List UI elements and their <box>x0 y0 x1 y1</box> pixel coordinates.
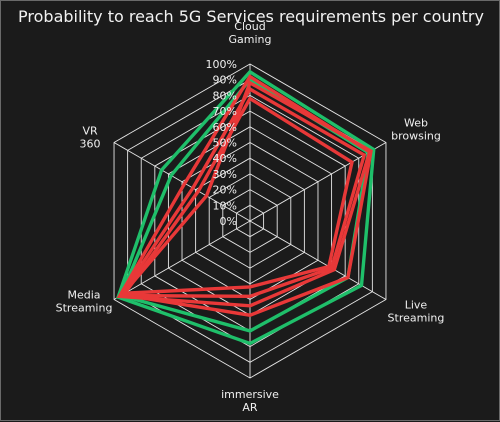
series-line-4 <box>118 80 373 317</box>
tick-label: 80% <box>213 89 237 102</box>
axis-label: Live Streaming <box>388 299 445 325</box>
tick-label: 70% <box>213 105 237 118</box>
tick-label: 90% <box>213 74 237 87</box>
tick-label: 40% <box>213 152 237 165</box>
tick-label: 60% <box>213 121 237 134</box>
grid-spoke <box>113 142 251 222</box>
series-line-5 <box>117 86 367 299</box>
chart-title: Probability to reach 5G Services require… <box>18 7 484 26</box>
tick-label: 30% <box>213 168 237 181</box>
radar-series-group <box>115 69 376 346</box>
grid-spoke <box>113 220 251 300</box>
tick-label: 20% <box>213 184 237 197</box>
series-line-1 <box>115 69 376 346</box>
tick-label: 10% <box>213 199 237 212</box>
axis-label: Cloud Gaming <box>229 20 272 46</box>
tick-label: 0% <box>220 215 237 228</box>
grid-spoke <box>249 220 387 300</box>
axis-label: VR 360 <box>80 125 101 151</box>
axis-label: Web browsing <box>391 117 441 143</box>
radar-ticks: 0% 10% 20% 30% 40% 50% 60% 70% 80% 90% 100% <box>206 58 237 228</box>
axis-label: immersive AR <box>221 388 279 414</box>
tick-label: 50% <box>213 137 237 150</box>
tick-label: 100% <box>206 58 237 71</box>
series-line-6 <box>121 96 354 296</box>
radar-axis-labels: Cloud Gaming Web browsing Live Streaming immer… <box>56 20 445 414</box>
axis-label: Media Streaming <box>56 289 113 315</box>
